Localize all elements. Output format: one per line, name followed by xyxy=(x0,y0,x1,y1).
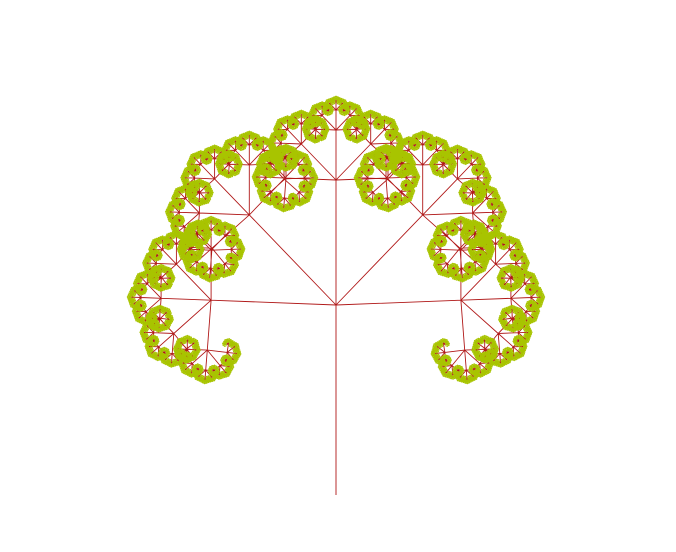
pentagonal-fractal-tree xyxy=(0,0,676,552)
fractal-canvas xyxy=(0,0,676,552)
